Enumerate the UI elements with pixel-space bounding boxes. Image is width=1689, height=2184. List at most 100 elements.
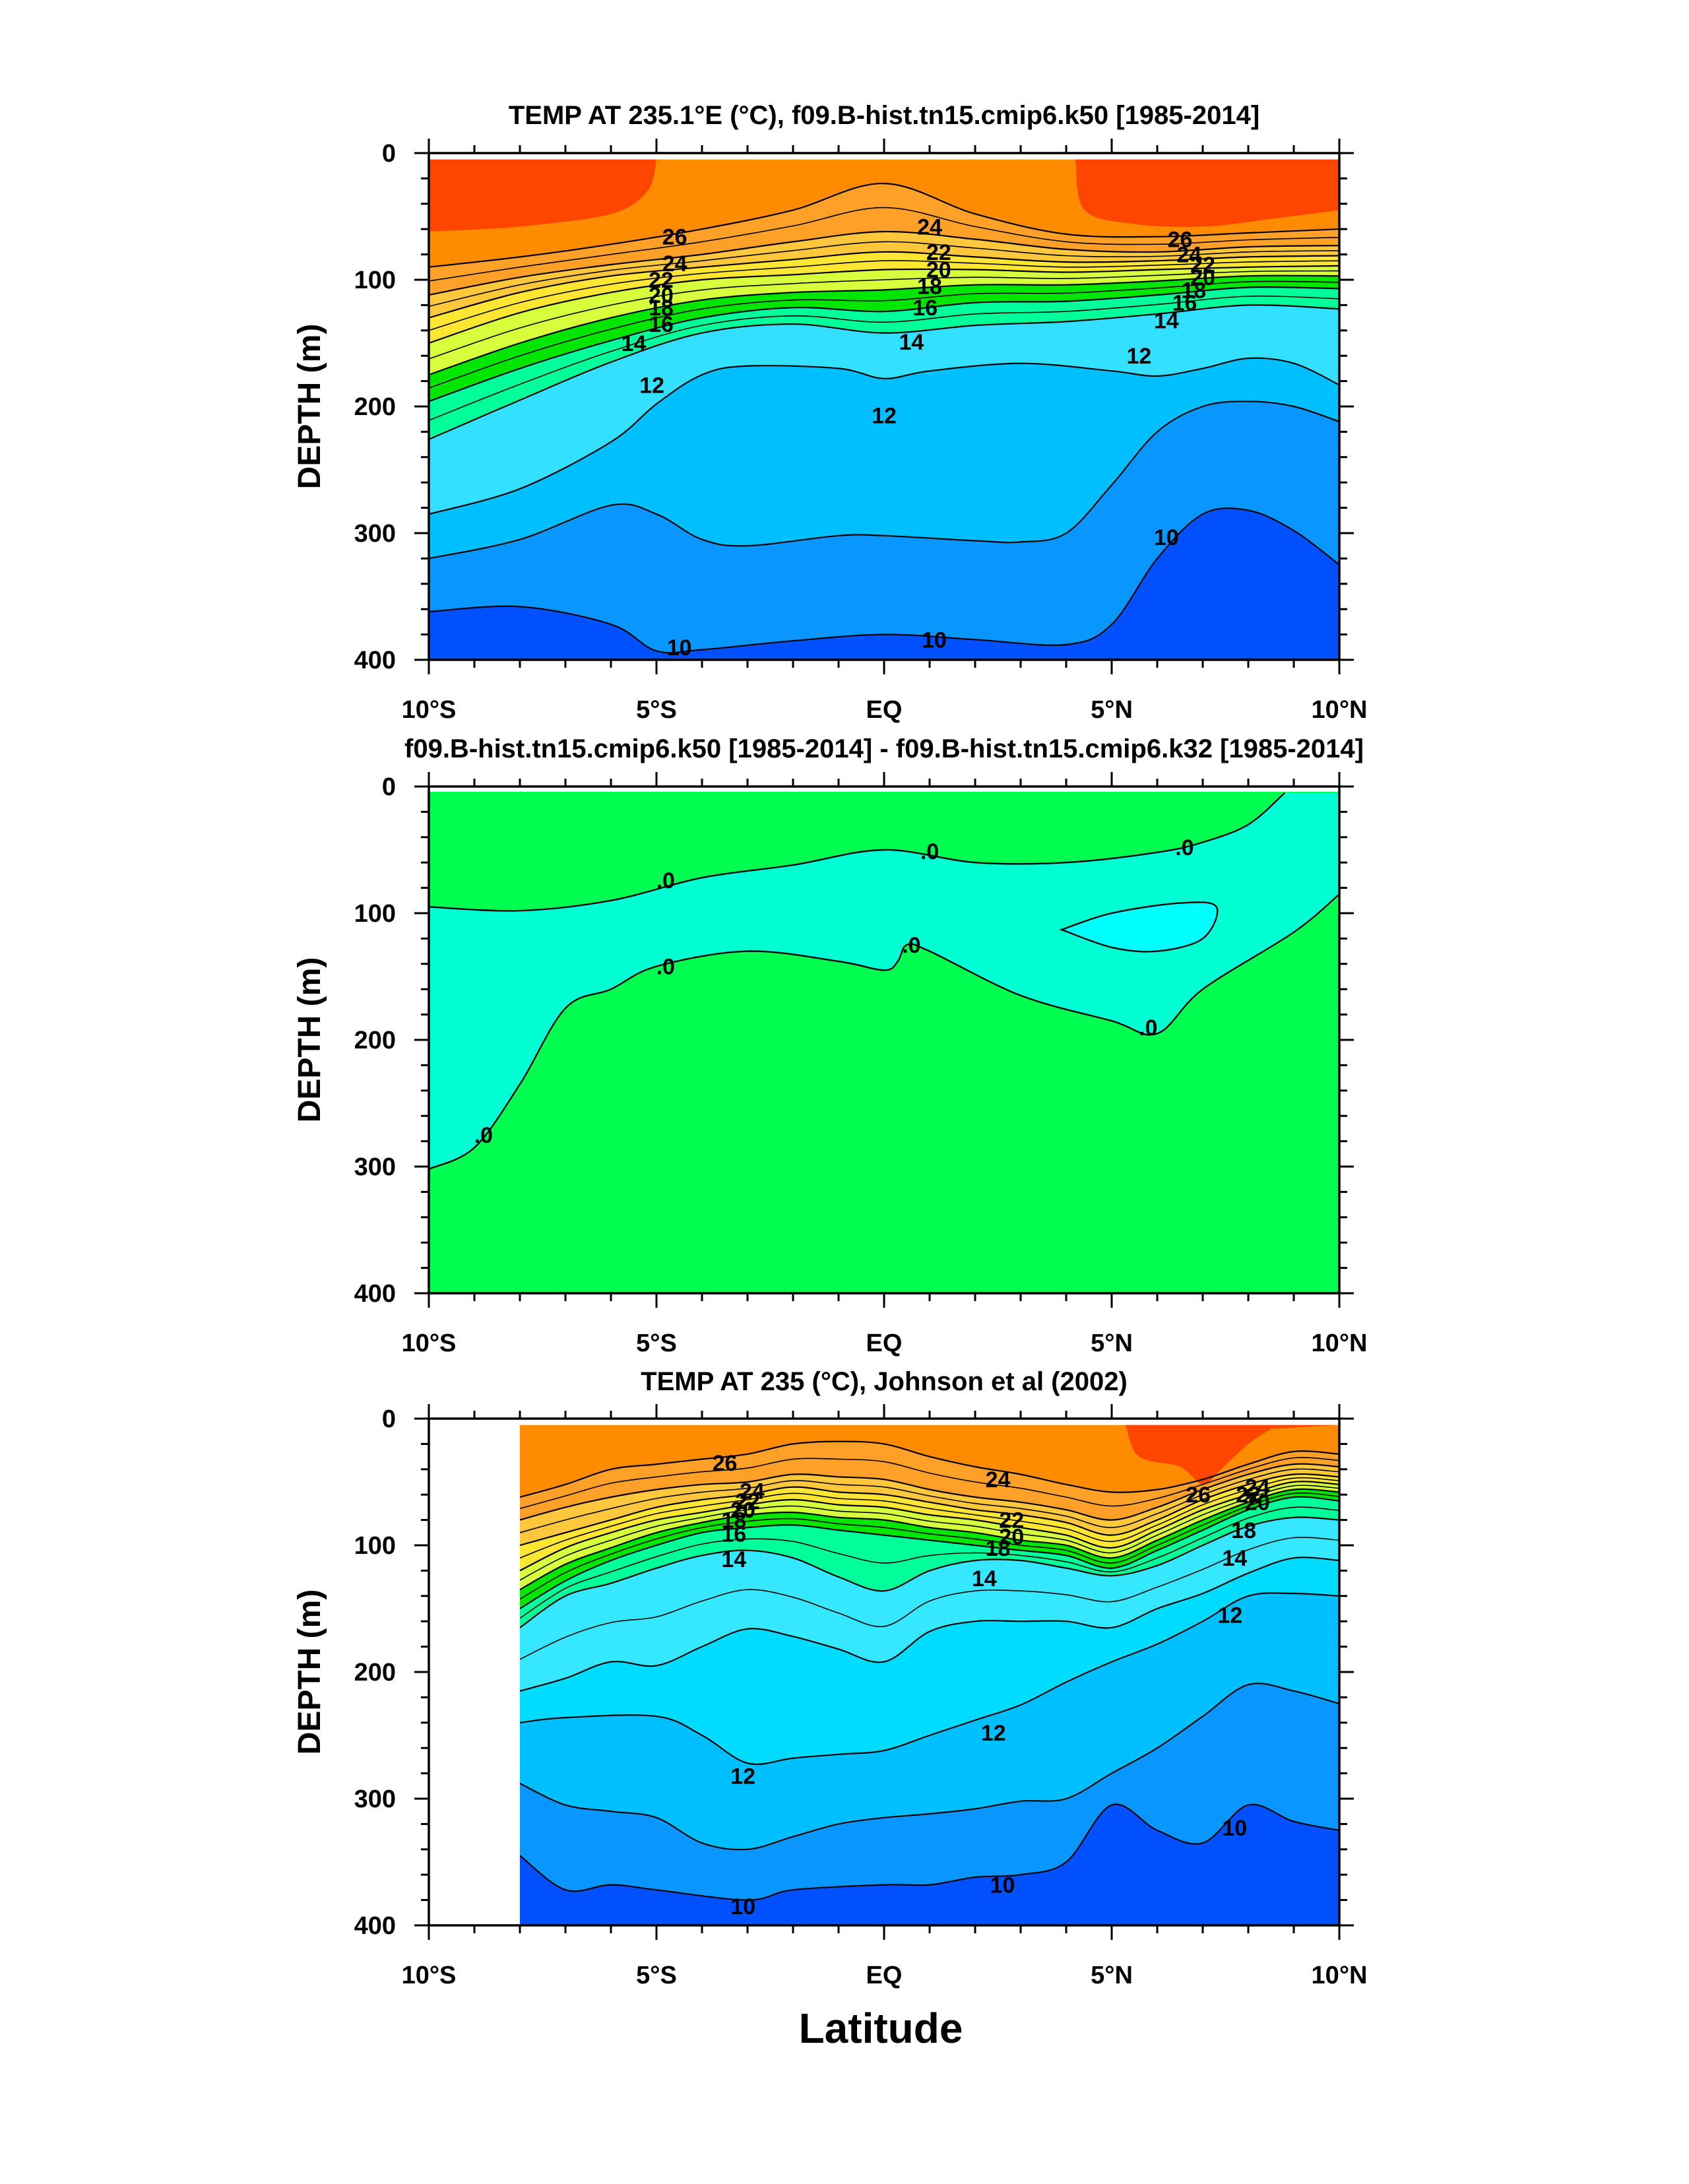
- contour-label: 24: [662, 251, 687, 276]
- contour-line: [429, 286, 1339, 402]
- x-tick-label: 10°N: [1312, 696, 1368, 724]
- contour-label: 10: [1154, 525, 1179, 550]
- contour-label: .0: [1139, 1015, 1157, 1041]
- contour-label: 16: [1172, 291, 1197, 316]
- x-tick-label: 10°S: [402, 1330, 457, 1357]
- contour-fill: [429, 153, 1339, 660]
- contour-band: [1125, 1425, 1339, 1485]
- y-tick-label: 200: [354, 1027, 396, 1054]
- contour-label: 12: [872, 403, 897, 428]
- contour-label: 16: [649, 312, 674, 337]
- contour-label: 14: [721, 1547, 746, 1572]
- contour-label: 22: [649, 268, 674, 293]
- contour-line: [429, 207, 1339, 282]
- x-tick-label: 5°S: [636, 1962, 677, 1989]
- panel-title: f09.B-hist.tn15.cmip6.k50 [1985-2014] - …: [404, 734, 1364, 763]
- contour-label: .0: [656, 868, 675, 893]
- contour-label: .0: [902, 933, 920, 958]
- contour-line: [1059, 901, 1219, 953]
- contour-label: 10: [730, 1894, 755, 1919]
- contour-label: 20: [926, 258, 951, 283]
- y-tick-label: 100: [354, 900, 396, 928]
- band-mid-layer: [429, 792, 1339, 1169]
- contour-label: 24: [740, 1479, 765, 1504]
- contour-labels: .0 .0 .0 .0 .0 .0 .0: [474, 835, 1194, 1148]
- contour-line: [519, 1803, 1339, 1901]
- contour-fill: [429, 792, 1339, 1293]
- contour-label: 22: [1190, 253, 1215, 278]
- contour-line: [429, 280, 1339, 389]
- y-tick-label: 300: [354, 520, 396, 548]
- contour-label: 20: [1190, 265, 1215, 290]
- contour-label: 24: [1245, 1475, 1270, 1500]
- contour-labels: 2624222018161412242220181614122624222018…: [621, 214, 1215, 660]
- y-tick-label: 300: [354, 1153, 396, 1181]
- contour-label: 26: [713, 1451, 738, 1476]
- contour-line: [519, 1485, 1339, 1581]
- y-tick-label: 200: [354, 393, 396, 421]
- contour-label: 18: [1231, 1518, 1256, 1543]
- panel-title: TEMP AT 235.1°E (°C), f09.B-hist.tn15.cm…: [509, 101, 1259, 130]
- contour-lines: [429, 182, 1339, 654]
- x-tick-label: 5°S: [636, 696, 677, 724]
- contour-line: [429, 270, 1339, 360]
- band-patch: [1062, 902, 1218, 952]
- contour-label: .0: [1175, 835, 1194, 860]
- contour-label: 18: [917, 274, 942, 300]
- contour-label: 22: [926, 240, 951, 265]
- contour-line: [519, 1463, 1339, 1521]
- y-tick-label: 0: [382, 1405, 396, 1433]
- contour-label: 24: [986, 1467, 1011, 1493]
- contour-label: 16: [721, 1522, 746, 1547]
- y-tick-label: 100: [354, 1532, 396, 1560]
- x-axis: 10°S 5°S EQ 5°N 10°N: [402, 772, 1367, 1357]
- contour-label: 14: [1222, 1546, 1247, 1571]
- contour-label: 12: [981, 1721, 1006, 1746]
- contour-line: [519, 1493, 1339, 1600]
- surface-gap: [520, 1419, 1339, 1425]
- contour-band: [520, 1804, 1339, 1925]
- contour-lines: [519, 1440, 1339, 1901]
- y-tick-label: 0: [382, 773, 396, 801]
- x-tick-label: 5°N: [1091, 1330, 1133, 1357]
- contour-line: [429, 274, 1339, 376]
- y-tick-label: 0: [382, 140, 396, 168]
- contour-line: [429, 357, 1339, 515]
- contour-band: [429, 401, 1339, 660]
- contour-line: [429, 295, 1339, 421]
- contour-line: [429, 893, 1339, 1170]
- contour-band: [429, 508, 1339, 660]
- contour-label: 26: [662, 225, 687, 250]
- panel-title: TEMP AT 235 (°C), Johnson et al (2002): [641, 1367, 1128, 1396]
- contour-lines: [429, 792, 1339, 1170]
- y-tick-label: 400: [354, 1912, 396, 1940]
- contour-line: [429, 260, 1339, 331]
- contour-line: [519, 1473, 1339, 1547]
- contour-line: [429, 401, 1339, 560]
- contour-line: [429, 265, 1339, 344]
- contour-label: 14: [621, 331, 647, 356]
- contour-label: 24: [1176, 243, 1201, 268]
- contour-line: [429, 251, 1339, 319]
- contour-label: 22: [1236, 1483, 1261, 1508]
- contour-label: 14: [972, 1566, 997, 1591]
- contour-label: 14: [1154, 308, 1179, 333]
- x-axis: 10°S 5°S EQ 5°N 10°N: [402, 1404, 1368, 1989]
- contour-label: 20: [649, 283, 674, 308]
- y-tick-label: 400: [354, 1280, 396, 1308]
- contour-label: 24: [917, 214, 942, 240]
- contour-label: .0: [656, 955, 675, 980]
- contour-label: 20: [1245, 1491, 1270, 1516]
- y-axis-label: DEPTH (m): [292, 957, 327, 1123]
- contour-label: 18: [649, 296, 674, 321]
- x-tick-label: 10°N: [1312, 1962, 1368, 1989]
- y-axis: 0 100 200 300 400: [354, 140, 1354, 674]
- contour-line: [519, 1488, 1339, 1591]
- contour-label: 12: [639, 373, 664, 398]
- contour-label: 10: [922, 627, 947, 653]
- contour-label: 14: [899, 330, 924, 355]
